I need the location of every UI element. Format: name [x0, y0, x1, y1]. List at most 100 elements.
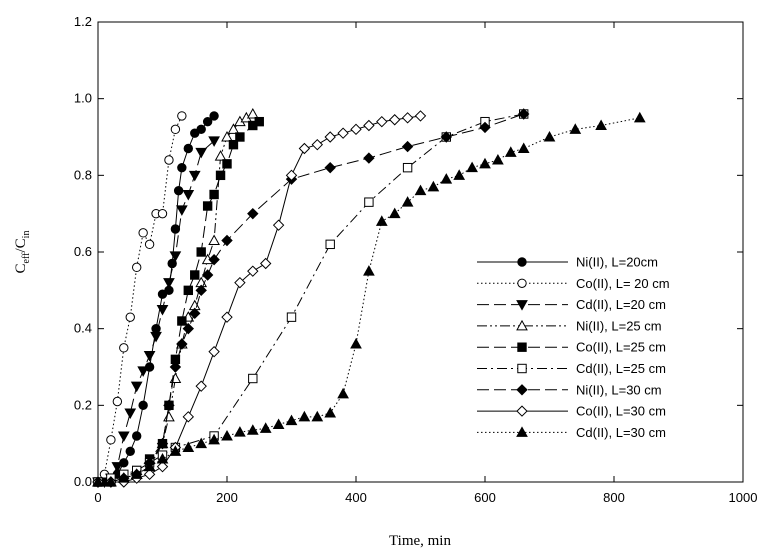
- data-point: [130, 381, 143, 393]
- data-point: [119, 343, 129, 353]
- data-point: [402, 162, 413, 173]
- data-point: [202, 116, 213, 127]
- data-point: [202, 201, 213, 211]
- legend-item: Cd(II), L=30 cm: [477, 425, 666, 440]
- data-point: [337, 387, 349, 399]
- data-point: [182, 322, 195, 335]
- series-co-ii-l-20-cm: [93, 111, 187, 487]
- data-point: [311, 410, 324, 422]
- legend: Ni(II), L=20cm Co(II), L= 20 cm Cd(II), L=…: [477, 255, 670, 440]
- data-point: [440, 131, 453, 143]
- data-point: [156, 460, 169, 473]
- data-point: [156, 437, 169, 450]
- data-point: [117, 431, 130, 443]
- data-point: [170, 124, 181, 135]
- legend-label: Cd(II), L=30 cm: [576, 425, 666, 440]
- data-point: [163, 399, 175, 412]
- data-point: [209, 189, 219, 200]
- legend-marker: [516, 300, 528, 311]
- data-point: [195, 147, 208, 159]
- data-point: [453, 169, 466, 180]
- data-point: [401, 140, 414, 153]
- data-point: [569, 123, 582, 134]
- series-cd-ii-l-30-cm: [92, 111, 646, 487]
- legend-item: Ni(II), L=20cm: [477, 255, 658, 270]
- x-axis-title: Time, min: [389, 533, 451, 549]
- legend-item: Co(II), L=30 cm: [477, 404, 666, 419]
- y-tick-label: 0.4: [74, 321, 92, 336]
- data-point: [324, 161, 336, 174]
- data-point: [138, 400, 148, 411]
- data-point: [183, 285, 194, 296]
- x-tick-label: 600: [474, 490, 496, 505]
- y-axis-title-sub2: in: [21, 231, 32, 239]
- data-point: [182, 411, 195, 423]
- data-point: [414, 184, 427, 196]
- data-point: [517, 108, 530, 120]
- data-point: [169, 445, 182, 456]
- legend-item: Cd(II), L=20 cm: [477, 297, 666, 312]
- data-point: [188, 170, 201, 182]
- data-point: [164, 155, 174, 165]
- data-point: [363, 119, 375, 132]
- data-point: [196, 247, 206, 257]
- data-point: [176, 338, 188, 350]
- legend-item: Ni(II), L=25 cm: [477, 318, 662, 333]
- data-point: [156, 305, 169, 316]
- data-point: [388, 207, 401, 219]
- data-point: [125, 446, 135, 457]
- x-tick-label: 400: [345, 490, 367, 505]
- data-point: [112, 396, 123, 407]
- data-point: [130, 468, 143, 479]
- data-point: [124, 408, 137, 420]
- data-point: [117, 472, 130, 483]
- data-point: [517, 142, 530, 153]
- series-ni-ii-l-30-cm: [92, 108, 530, 488]
- data-point: [248, 373, 258, 384]
- y-axis-title-mid: /C: [13, 238, 29, 252]
- y-tick-label: 1.2: [74, 14, 92, 29]
- y-tick-label: 0.2: [74, 397, 92, 412]
- series-line: [97, 113, 524, 483]
- series-line: [98, 113, 254, 483]
- data-point: [228, 139, 239, 150]
- data-point: [176, 205, 188, 216]
- data-point: [427, 180, 440, 192]
- legend-label: Ni(II), L=30 cm: [576, 382, 662, 397]
- data-point: [221, 311, 233, 323]
- data-point: [150, 331, 162, 343]
- series-cd-ii-l-25-cm: [93, 109, 529, 487]
- data-point: [221, 429, 233, 441]
- data-point: [234, 426, 246, 437]
- data-point: [479, 121, 491, 134]
- data-point: [111, 462, 124, 473]
- data-point: [196, 124, 206, 135]
- data-point: [246, 107, 259, 119]
- legend-label: Cd(II), L=25 cm: [576, 361, 666, 376]
- data-point: [350, 337, 362, 349]
- legend-label: Co(II), L= 20 cm: [576, 276, 670, 291]
- legend-label: Co(II), L=25 cm: [576, 340, 666, 355]
- data-point: [259, 422, 272, 433]
- x-tick-label: 800: [603, 490, 625, 505]
- series-cd-ii-l-20-cm: [92, 136, 220, 489]
- legend-item: Co(II), L= 20 cm: [477, 276, 670, 291]
- y-axis: 0.0 0.2 0.4 0.6 0.8 1.0 1.2: [74, 14, 743, 489]
- data-point: [466, 161, 478, 173]
- data-point: [364, 197, 374, 207]
- data-point: [132, 262, 142, 273]
- data-point: [298, 410, 311, 422]
- data-point: [169, 251, 182, 262]
- legend-marker: [517, 342, 527, 352]
- series-line: [98, 117, 640, 483]
- data-point: [143, 351, 156, 362]
- data-point: [259, 257, 272, 270]
- data-point: [183, 143, 194, 154]
- data-point: [401, 196, 414, 207]
- legend-label: Co(II), L=30 cm: [576, 404, 666, 419]
- data-point: [163, 278, 175, 289]
- data-point: [221, 130, 233, 142]
- y-tick-label: 0.0: [74, 474, 92, 489]
- legend-label: Ni(II), L=25 cm: [576, 318, 662, 333]
